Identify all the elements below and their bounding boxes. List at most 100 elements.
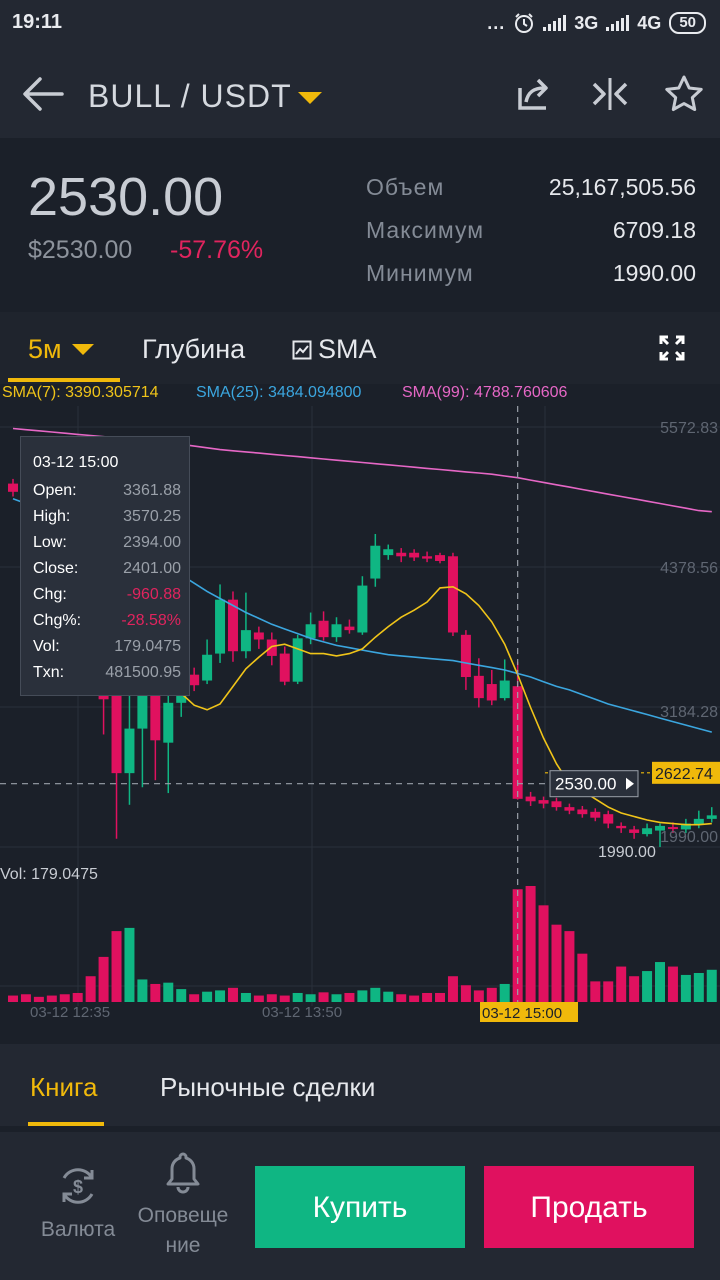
stat-volume: Объем 25,167,505.56 bbox=[366, 174, 696, 200]
volume-bar bbox=[124, 927, 135, 1002]
current-price-label: 2622.74 bbox=[655, 766, 713, 783]
volume-bar bbox=[279, 995, 290, 1002]
indicator-button[interactable]: SMA bbox=[292, 334, 377, 365]
triangle-right-icon bbox=[626, 777, 634, 790]
network-4g-label: 4G bbox=[637, 12, 662, 33]
volume-bar bbox=[667, 966, 678, 1002]
y-axis-label: 1990.00 bbox=[660, 829, 718, 846]
tab-order-book[interactable]: Книга bbox=[30, 1072, 98, 1102]
volume-bar bbox=[383, 991, 394, 1002]
volume-bar bbox=[447, 976, 458, 1002]
pair-title: BULL / USDT bbox=[88, 78, 292, 114]
fullscreen-icon[interactable] bbox=[658, 334, 686, 362]
alarm-icon bbox=[515, 13, 534, 33]
signal-icon bbox=[543, 15, 567, 31]
battery-icon: 50 bbox=[669, 12, 706, 34]
candle-body bbox=[590, 811, 601, 818]
x-axis-label: 03-12 12:35 bbox=[30, 1004, 110, 1021]
tooltip-row-txn: Txn: 481500.95 bbox=[33, 664, 181, 681]
volume-bar bbox=[137, 979, 148, 1002]
candle-body bbox=[603, 814, 614, 824]
favorite-star-icon[interactable] bbox=[664, 74, 704, 114]
candle-body bbox=[525, 796, 536, 802]
volume-bar bbox=[85, 976, 96, 1002]
tooltip-row-chg: Chg: -960.88 bbox=[33, 586, 181, 603]
volume-bar bbox=[590, 981, 601, 1002]
status-icons: ... 3G 4G 50 bbox=[487, 10, 706, 36]
volume-bar bbox=[486, 987, 497, 1002]
tooltip-row-close: Close: 2401.00 bbox=[33, 560, 181, 577]
svg-text:$: $ bbox=[73, 1177, 83, 1197]
currency-label: Валюта bbox=[40, 1218, 116, 1241]
pair-selector[interactable]: BULL / USDT bbox=[88, 78, 322, 115]
volume-bar bbox=[33, 996, 44, 1002]
volume-bar bbox=[215, 990, 226, 1002]
volume-label: Vol: 179.0475 bbox=[0, 866, 98, 883]
candle-body bbox=[693, 818, 704, 825]
volume-bar bbox=[305, 994, 316, 1002]
y-axis-label: 5572.83 bbox=[660, 420, 718, 437]
chart-toolbar: 5м Глубина SMA bbox=[0, 312, 720, 384]
candle-body bbox=[305, 624, 316, 639]
volume-bar bbox=[370, 987, 381, 1002]
tooltip-row-vol: Vol: 179.0475 bbox=[33, 638, 181, 655]
alerts-button[interactable]: Оповеще ние bbox=[128, 1132, 238, 1258]
volume-bar bbox=[318, 992, 329, 1002]
alerts-label-line2: ние bbox=[165, 1234, 201, 1257]
candle-body bbox=[383, 549, 394, 556]
candle-body bbox=[706, 815, 717, 819]
volume-bar bbox=[202, 991, 213, 1002]
compare-icon[interactable] bbox=[590, 74, 630, 114]
candle-body bbox=[616, 825, 627, 829]
tab-depth[interactable]: Глубина bbox=[142, 334, 246, 364]
timeframe-selector[interactable]: 5м bbox=[28, 334, 94, 365]
volume-bar bbox=[72, 992, 83, 1002]
volume-bar bbox=[227, 987, 238, 1002]
candle-body bbox=[266, 639, 277, 656]
network-3g-label: 3G bbox=[574, 12, 599, 33]
tooltip-row-chg-percent: Chg%: -28.58% bbox=[33, 612, 181, 629]
candle-body bbox=[396, 552, 407, 557]
candlestick-chart[interactable]: 5572.83 4378.56 3184.28 1990.00 2622.74 2530.… bbox=[0, 406, 720, 1022]
stats-panel: Объем 25,167,505.56 Максимум 6709.18 Миним… bbox=[366, 174, 696, 303]
candle-body bbox=[189, 674, 200, 686]
price-change-percent: -57.76% bbox=[170, 236, 264, 264]
x-axis-label: 03-12 13:50 bbox=[262, 1004, 342, 1021]
volume-bar bbox=[163, 982, 174, 1002]
volume-bar bbox=[111, 931, 122, 1002]
buy-button[interactable]: Купить bbox=[255, 1166, 465, 1248]
candle-body bbox=[253, 632, 264, 640]
tab-market-trades[interactable]: Рыночные сделки bbox=[160, 1072, 376, 1102]
last-price: 2530.00 bbox=[28, 167, 224, 227]
indicator-label: SMA bbox=[318, 334, 377, 364]
candle-body bbox=[124, 728, 135, 774]
sma7-line bbox=[89, 521, 712, 826]
candle-body bbox=[564, 807, 575, 811]
candle-body bbox=[680, 823, 691, 830]
sma99-legend: SMA(99): 4788.760606 bbox=[402, 384, 568, 401]
status-bar: 19:11 ... 3G 4G 50 bbox=[0, 0, 720, 48]
candle-body bbox=[473, 675, 484, 699]
share-icon[interactable] bbox=[514, 74, 554, 114]
chart-canvas[interactable]: 5572.83 4378.56 3184.28 1990.00 2622.74 2530.… bbox=[0, 406, 720, 1022]
price-usd: $2530.00 bbox=[28, 236, 133, 264]
candle-body bbox=[486, 684, 497, 701]
currency-button[interactable]: $ Валюта bbox=[28, 1132, 128, 1242]
currency-exchange-icon: $ bbox=[62, 1168, 94, 1204]
sell-button[interactable]: Продать bbox=[484, 1166, 694, 1248]
bottom-action-bar: $ Валюта Оповеще ние Купить Продать bbox=[0, 1132, 720, 1280]
volume-bar bbox=[266, 994, 277, 1002]
candle-body bbox=[8, 483, 18, 492]
sma25-legend: SMA(25): 3484.094800 bbox=[196, 384, 362, 401]
caret-down-icon bbox=[71, 344, 94, 355]
volume-bar bbox=[331, 994, 342, 1002]
candle-body bbox=[447, 556, 458, 633]
volume-bar bbox=[435, 992, 446, 1002]
back-arrow-icon[interactable] bbox=[20, 74, 66, 114]
timeframe-label: 5м bbox=[28, 334, 62, 364]
volume-bar bbox=[409, 995, 420, 1002]
candle-body bbox=[370, 545, 381, 579]
x-crosshair-tag bbox=[480, 1002, 578, 1022]
candle-body bbox=[667, 827, 678, 830]
volume-bar bbox=[603, 981, 614, 1002]
